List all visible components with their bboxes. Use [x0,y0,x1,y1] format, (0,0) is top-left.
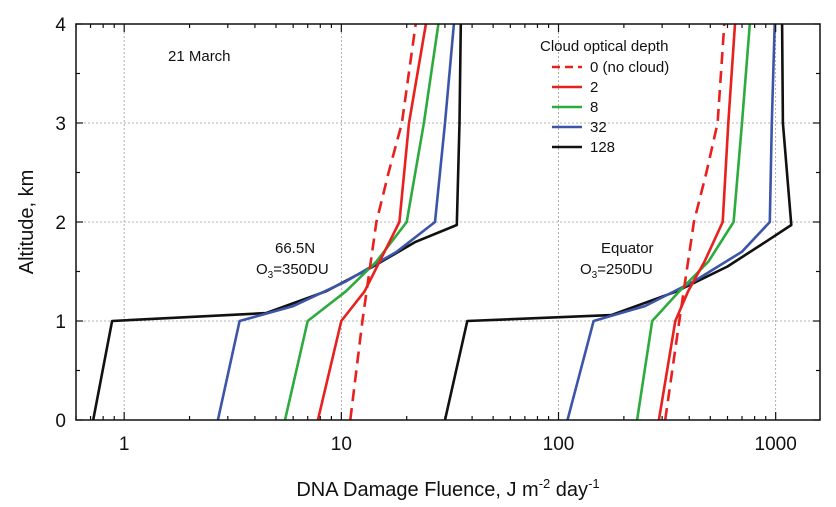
x-tick-label: 1 [119,434,130,455]
y-tick-label: 1 [55,312,66,333]
series-line-8-right [635,23,752,421]
left-site-label: 66.5N [275,240,315,257]
axis-ticks: 0 1 2 3 4 1 10 100 1000 [55,15,820,455]
y-tick-label: 3 [55,114,66,135]
legend-label: 2 [590,79,598,96]
series-line-2-left [316,23,428,421]
legend-label: 128 [590,139,615,156]
x-axis-title-main: DNA Damage Fluence, J m [296,479,538,501]
right-ozone-label: O3=250DU [580,261,653,281]
x-axis-title-sup1: -2 [539,476,551,491]
right-site-label: Equator [601,240,654,257]
x-axis-title-sup2: -1 [588,476,600,491]
series-line-2-right [657,23,737,421]
left-ozone-label: O3=350DU [256,261,329,281]
legend-title: Cloud optical depth [540,38,668,55]
legend-label: 0 (no cloud) [590,59,669,76]
x-tick-label: 100 [543,434,575,455]
x-tick-label: 1000 [755,434,797,455]
left-ozone-sub: 3 [268,270,274,281]
legend-items: 0 (no cloud) 2 8 32 128 [552,59,669,156]
series-line-128-right [443,23,793,421]
series-line-0-no-cloud-left [349,23,417,421]
right-ozone-suffix: =250DU [597,261,652,278]
series-line-0-no-cloud-right [663,23,726,421]
y-axis-title: Altitude, km [16,170,38,274]
y-tick-label: 0 [55,411,66,432]
legend-label: 8 [590,99,598,116]
right-ozone-sub: 3 [592,270,598,281]
right-ozone-prefix: O [580,261,592,278]
series-lines [91,23,793,421]
y-tick-label: 4 [55,15,66,36]
series-line-8-left [283,23,440,421]
date-annotation: 21 March [168,48,231,65]
y-tick-label: 2 [55,213,66,234]
legend-label: 32 [590,119,607,136]
x-axis-title: DNA Damage Fluence, J m-2 day-1 [296,476,599,501]
left-ozone-prefix: O [256,261,268,278]
x-tick-label: 10 [331,434,352,455]
grid-lines [76,24,820,420]
series-line-32-right [566,23,776,421]
x-axis-title-mid: day [550,479,588,501]
legend: Cloud optical depth 0 (no cloud) 2 8 32 128 [540,38,669,156]
left-ozone-suffix: =350DU [273,261,328,278]
